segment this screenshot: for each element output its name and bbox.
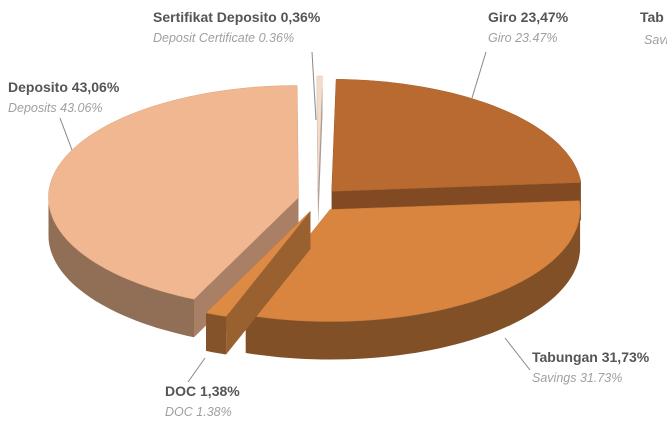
category-name-en: Giro bbox=[488, 31, 512, 45]
category-name: Tabungan bbox=[532, 349, 598, 365]
data-label-en: Deposit Certificate 0.36% bbox=[153, 31, 294, 45]
slice bbox=[316, 75, 323, 189]
data-label-en: Deposits 43.06% bbox=[8, 101, 103, 115]
value-label: 43,06% bbox=[72, 79, 120, 95]
value-label-en: 23.47% bbox=[514, 31, 557, 45]
labels: Giro 23,47%Giro 23.47%Tabungan 31,73%Sav… bbox=[8, 9, 650, 419]
value-label-en: 31.73% bbox=[580, 371, 622, 385]
value-label-en: 0.36% bbox=[259, 31, 294, 45]
leader-line bbox=[59, 117, 73, 151]
slice-side bbox=[48, 197, 194, 338]
pie bbox=[48, 75, 582, 360]
category-name: Giro bbox=[488, 9, 517, 25]
value-label: 31,73% bbox=[602, 349, 650, 365]
category-name-en: Savings bbox=[532, 371, 576, 385]
slice bbox=[48, 85, 299, 300]
data-label-en: Giro 23.47% bbox=[488, 31, 558, 45]
slice-wall bbox=[318, 76, 323, 226]
slice bbox=[205, 210, 311, 317]
value-label: 0,36% bbox=[281, 9, 321, 25]
category-name-en: Deposit Certificate bbox=[153, 31, 255, 45]
value-label: 1,38% bbox=[200, 383, 240, 399]
slice-wall bbox=[206, 211, 311, 351]
slice bbox=[331, 79, 582, 192]
category-name-en: DOC bbox=[165, 405, 194, 419]
data-label: Deposito 43,06% bbox=[8, 79, 120, 95]
category-name: DOC bbox=[165, 383, 196, 399]
category-name: Deposito bbox=[8, 79, 68, 95]
slice bbox=[245, 200, 581, 322]
value-label-en: 1.38% bbox=[196, 405, 231, 419]
data-label-en: Savings 31.73% bbox=[532, 371, 622, 385]
leader-line bbox=[471, 51, 487, 99]
slice-side bbox=[245, 209, 581, 360]
annotation: Tab bbox=[640, 9, 664, 25]
leader-line bbox=[187, 357, 206, 383]
value-label: 23,47% bbox=[521, 9, 569, 25]
data-label: Giro 23,47% bbox=[488, 9, 569, 25]
annotation: Savi bbox=[644, 33, 667, 47]
leader-line bbox=[311, 51, 317, 121]
data-label: DOC 1,38% bbox=[165, 383, 240, 399]
leader-line bbox=[504, 337, 531, 371]
category-name: Sertifikat Deposito bbox=[153, 9, 277, 25]
slice-side bbox=[206, 312, 227, 355]
data-label: Tabungan 31,73% bbox=[532, 349, 650, 365]
data-label: Sertifikat Deposito 0,36% bbox=[153, 9, 321, 25]
category-name-en: Deposits bbox=[8, 101, 57, 115]
value-label-en: 43.06% bbox=[60, 101, 102, 115]
data-label-en: DOC 1.38% bbox=[165, 405, 232, 419]
